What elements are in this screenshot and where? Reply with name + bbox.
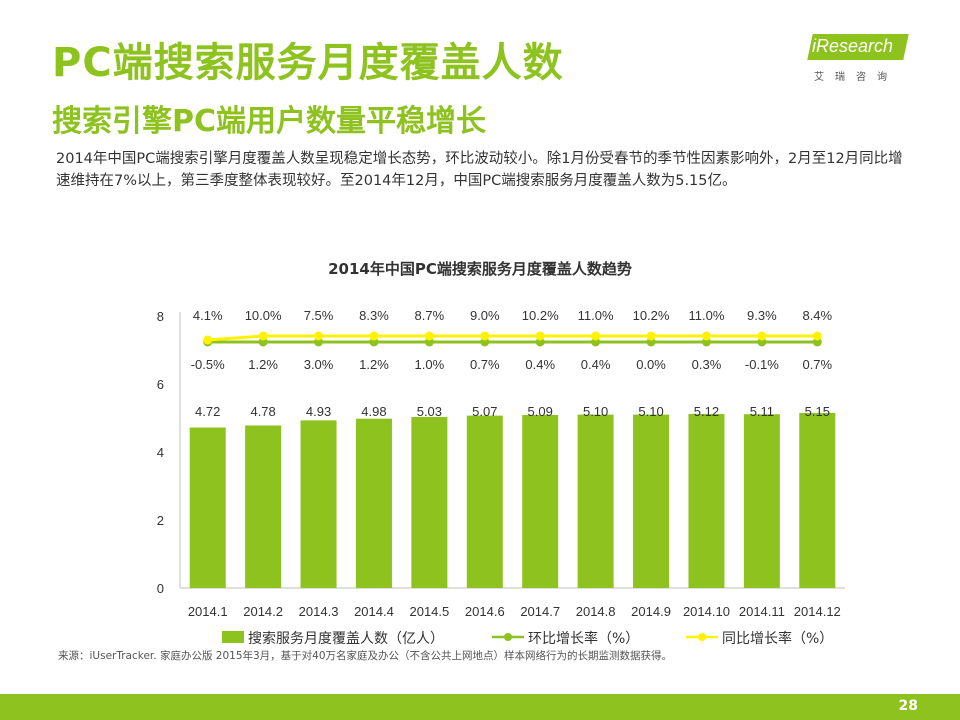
footer-bar: 28 [0,694,960,720]
legend-mom-swatch [492,633,524,641]
bar-value-label: 5.10 [638,404,663,419]
logo-text: iResearch [812,36,894,56]
yoy-label: 9.3% [747,308,777,323]
legend-mom-label: 环比增长率（%） [528,631,640,647]
yoy-point [480,331,490,341]
legend-bar-swatch [222,631,244,643]
bar [743,414,780,588]
yoy-label: 11.0% [578,308,614,323]
page-description: 2014年中国PC端搜索引擎月度覆盖人数呈现稳定增长态势，环比波动较小。除1月份… [56,151,903,189]
x-tick-label: 2014.8 [576,604,616,619]
yoy-point [757,331,767,341]
bar [466,415,503,588]
bar-value-label: 5.07 [472,404,497,419]
yoy-point [424,331,434,341]
page-subtitle: 搜索引擎PC端用户数量平稳增长 [52,104,487,139]
yoy-point [646,331,656,341]
bar-value-label: 5.11 [750,404,774,419]
yoy-point [701,331,711,341]
mom-label: -0.1% [745,357,779,372]
y-tick-label: 8 [157,309,164,324]
yoy-point [535,331,545,341]
x-tick-label: 2014.3 [299,604,339,619]
bar [633,414,670,588]
yoy-point [591,331,601,341]
yoy-label: 8.3% [359,308,389,323]
bar [577,414,614,588]
yoy-point [314,331,324,341]
yoy-point [258,331,268,341]
bar-value-label: 4.98 [361,404,386,419]
yoy-label: 10.0% [245,308,282,323]
mom-label: 0.7% [802,357,832,372]
bar [688,413,725,588]
mom-label: 1.0% [415,357,445,372]
mom-label: 0.4% [581,357,611,372]
bar [189,427,226,588]
x-tick-label: 2014.4 [354,604,394,619]
yoy-line [207,334,818,342]
page-title: PC端搜索服务月度覆盖人数 [52,40,564,86]
x-tick-label: 2014.1 [188,604,228,619]
chart-legend: 搜索服务月度覆盖人数（亿人） 环比增长率（%） 同比增长率（%） [0,626,960,648]
bar [411,416,448,588]
bar [522,414,559,588]
bar [245,425,282,588]
y-tick-label: 2 [157,513,164,528]
mom-label: 1.2% [359,357,389,372]
iresearch-logo: iResearch 艾瑞咨询 [806,30,916,90]
yoy-label: 10.2% [522,308,559,323]
mom-label: 1.2% [248,357,278,372]
bar [799,412,836,588]
bar-value-label: 5.09 [528,404,553,419]
chart-title: 2014年中国PC端搜索服务月度覆盖人数趋势 [328,260,632,278]
yoy-point [812,331,822,341]
bar-value-label: 4.72 [195,404,220,419]
bar-value-label: 5.12 [694,404,719,419]
yoy-label: 10.2% [633,308,670,323]
bar [355,418,392,588]
bar-value-label: 5.03 [417,404,442,419]
y-tick-label: 4 [157,445,164,460]
legend-bar-label: 搜索服务月度覆盖人数（亿人） [248,631,444,647]
yoy-label: 8.4% [802,308,832,323]
yoy-label: 7.5% [304,308,334,323]
mom-label: -0.5% [191,357,225,372]
mom-label: 0.4% [525,357,555,372]
yoy-label: 9.0% [470,308,500,323]
x-tick-label: 2014.7 [520,604,560,619]
y-tick-label: 0 [157,581,164,596]
yoy-label: 11.0% [689,308,725,323]
x-tick-label: 2014.2 [243,604,283,619]
bar-value-label: 5.15 [805,404,830,419]
legend-yoy-swatch [686,633,718,641]
mom-label: 0.7% [470,357,500,372]
yoy-point [369,331,379,341]
x-tick-label: 2014.11 [739,604,785,619]
source-note: 来源：iUserTracker. 家庭办公版 2015年3月，基于对40万名家庭… [58,650,673,662]
x-tick-label: 2014.10 [683,604,730,619]
y-tick-label: 6 [157,377,164,392]
bar-value-label: 4.78 [250,404,275,419]
x-tick-label: 2014.5 [409,604,449,619]
logo-subtext: 艾瑞咨询 [814,72,898,83]
page-number: 28 [898,698,918,714]
mom-label: 0.0% [636,357,666,372]
bar [300,420,337,588]
bar-value-label: 5.10 [583,404,608,419]
mom-label: 0.3% [692,357,722,372]
x-tick-label: 2014.12 [794,604,841,619]
x-tick-label: 2014.9 [631,604,671,619]
legend-yoy-label: 同比增长率（%） [722,631,834,647]
yoy-label: 8.7% [415,308,445,323]
x-tick-label: 2014.6 [465,604,505,619]
yoy-label: 4.1% [193,308,223,323]
yoy-point [203,335,213,345]
mom-label: 3.0% [304,357,334,372]
bar-value-label: 4.93 [306,404,331,419]
